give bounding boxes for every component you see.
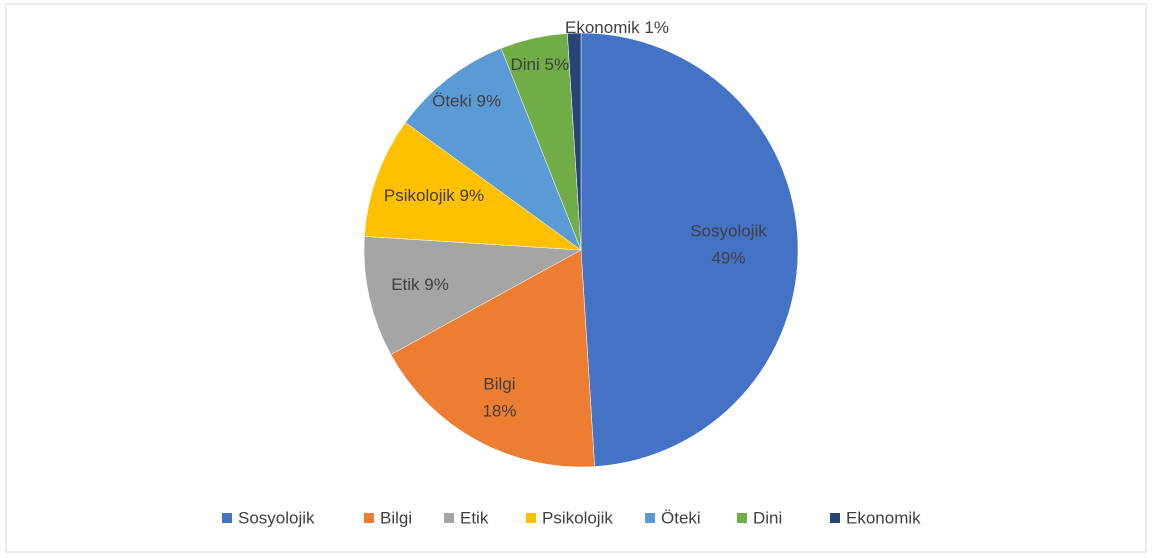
data-label: Dini 5% bbox=[511, 55, 570, 74]
label-value: 49% bbox=[711, 249, 745, 268]
pie-slice bbox=[580, 32, 799, 467]
label-category: Bilgi bbox=[483, 375, 515, 394]
legend-label: Sosyolojik bbox=[238, 508, 315, 527]
pie-slice bbox=[405, 47, 582, 251]
legend-swatch bbox=[222, 513, 232, 523]
label-value: 1% bbox=[644, 18, 669, 37]
legend-swatch bbox=[737, 513, 747, 523]
label-category: Öteki bbox=[432, 92, 472, 111]
pie-slice bbox=[390, 249, 595, 468]
legend-label: Bilgi bbox=[380, 508, 412, 527]
legend-label: Öteki bbox=[661, 508, 701, 527]
data-label: Etik 9% bbox=[391, 275, 449, 294]
data-label: Öteki 9% bbox=[432, 92, 501, 111]
legend-swatch bbox=[830, 513, 840, 523]
label-value: 9% bbox=[424, 275, 449, 294]
label-value: 9% bbox=[460, 187, 485, 206]
legend-label: Dini bbox=[753, 508, 782, 527]
pie-slice bbox=[363, 236, 582, 355]
label-category: Etik bbox=[391, 275, 420, 294]
label-category: Psikolojik bbox=[384, 187, 455, 206]
data-label: Ekonomik 1% bbox=[565, 18, 669, 37]
data-label: Bilgi 18% bbox=[482, 375, 516, 421]
label-category: Sosyolojik bbox=[690, 222, 767, 241]
pie-slice bbox=[567, 32, 582, 251]
label-value: 9% bbox=[477, 92, 502, 111]
legend-label: Ekonomik bbox=[846, 508, 921, 527]
data-label: Sosyolojik 49% bbox=[690, 222, 767, 268]
legend-swatch bbox=[444, 513, 454, 523]
legend-swatch bbox=[526, 513, 536, 523]
label-category: Dini bbox=[511, 55, 540, 74]
label-value: 18% bbox=[482, 402, 516, 421]
pie-slice bbox=[364, 122, 582, 251]
legend-label: Etik bbox=[460, 508, 489, 527]
label-category: Ekonomik bbox=[565, 18, 640, 37]
label-value: 5% bbox=[545, 55, 570, 74]
legend-label: Psikolojik bbox=[542, 508, 613, 527]
legend-swatch bbox=[364, 513, 374, 523]
legend-swatch bbox=[645, 513, 655, 523]
data-label: Psikolojik 9% bbox=[384, 187, 484, 206]
